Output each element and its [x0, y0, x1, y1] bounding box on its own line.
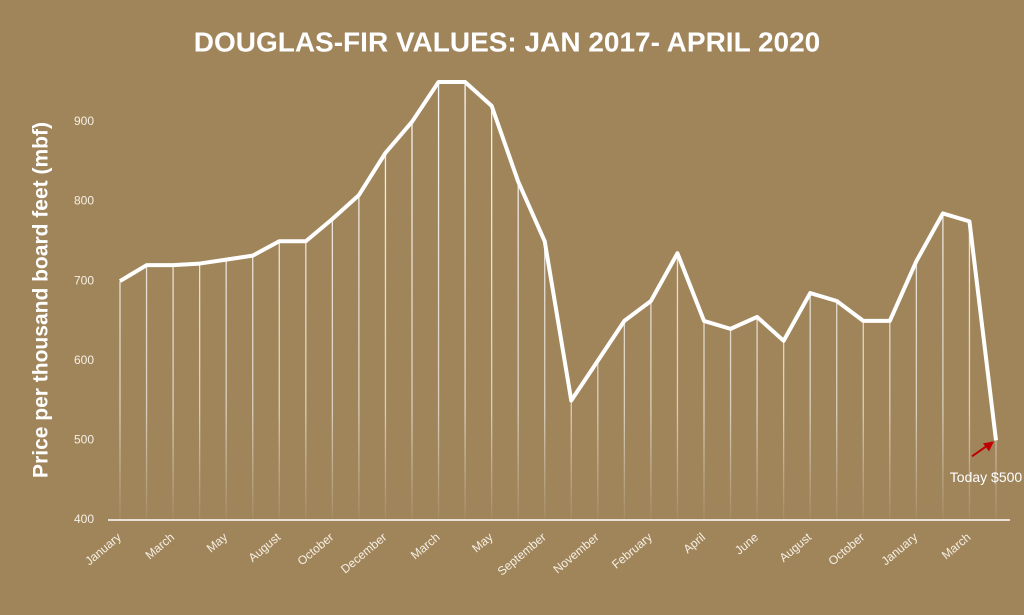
line-series	[118, 80, 998, 441]
y-tick-label: 600	[74, 353, 94, 367]
chart-title: DOUGLAS-FIR VALUES: JAN 2017- APRIL 2020	[194, 26, 821, 57]
y-tick-label: 400	[74, 512, 94, 526]
annotation-arrowhead	[983, 441, 994, 452]
y-tick-label: 500	[74, 433, 94, 447]
y-tick-label: 800	[74, 194, 94, 208]
y-tick-label: 900	[74, 114, 94, 128]
y-axis-label: Price per thousand board feet (mbf)	[30, 122, 53, 478]
annotation: Today $500	[950, 469, 1023, 485]
y-tick-label: 700	[74, 273, 94, 287]
